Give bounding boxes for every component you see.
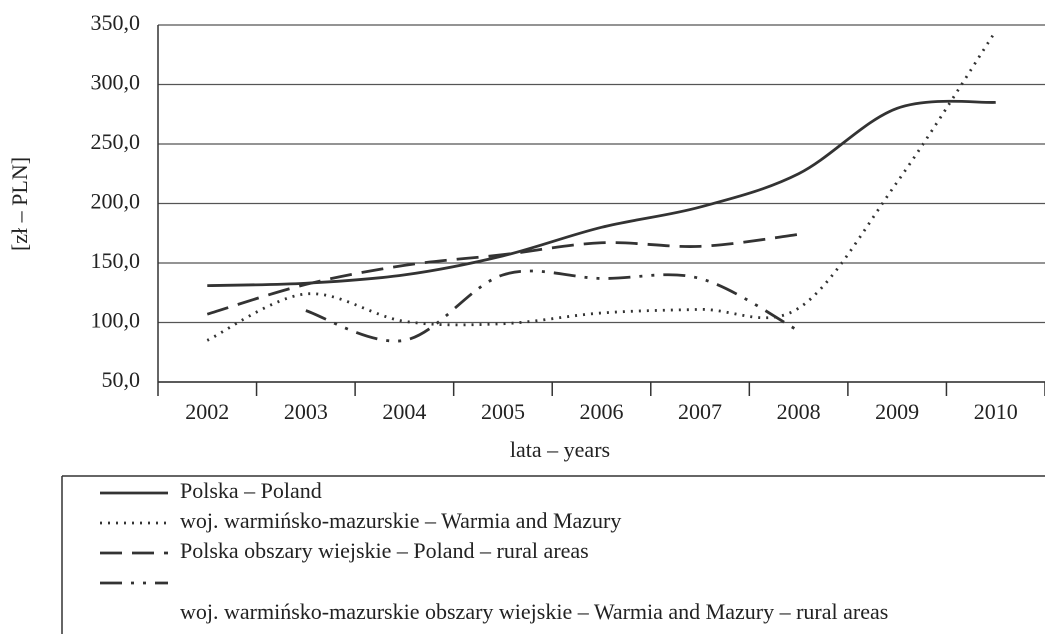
x-tick-label: 2002 xyxy=(185,399,229,424)
y-tick-label: 150,0 xyxy=(91,248,141,273)
y-tick-label: 300,0 xyxy=(91,70,141,95)
x-tick-label: 2003 xyxy=(284,399,328,424)
legend-label: woj. warmińsko-mazurskie obszary wiejski… xyxy=(180,599,889,624)
x-tick-label: 2006 xyxy=(580,399,624,424)
y-tick-label: 100,0 xyxy=(91,308,141,333)
series-line xyxy=(305,269,800,343)
series-line xyxy=(206,233,799,316)
y-tick-label: 200,0 xyxy=(91,189,141,214)
x-tick-label: 2010 xyxy=(974,399,1018,424)
x-tick-label: 2007 xyxy=(678,399,722,424)
y-tick-label: 250,0 xyxy=(91,129,141,154)
series-line xyxy=(207,99,996,288)
series-line xyxy=(206,30,997,342)
x-tick-label: 2008 xyxy=(777,399,821,424)
legend-label: Polska – Poland xyxy=(180,478,322,503)
x-axis-label: lata – years xyxy=(510,437,610,462)
y-tick-label: 50,0 xyxy=(102,367,141,392)
x-tick-label: 2009 xyxy=(875,399,919,424)
legend-label: Polska obszary wiejskie – Poland – rural… xyxy=(180,538,589,563)
y-axis-label: [zł – PLN] xyxy=(7,157,32,251)
x-tick-label: 2004 xyxy=(382,399,426,424)
y-tick-label: 350,0 xyxy=(91,10,141,35)
x-tick-label: 2005 xyxy=(481,399,525,424)
legend-label: woj. warmińsko-mazurskie – Warmia and Ma… xyxy=(180,508,621,533)
